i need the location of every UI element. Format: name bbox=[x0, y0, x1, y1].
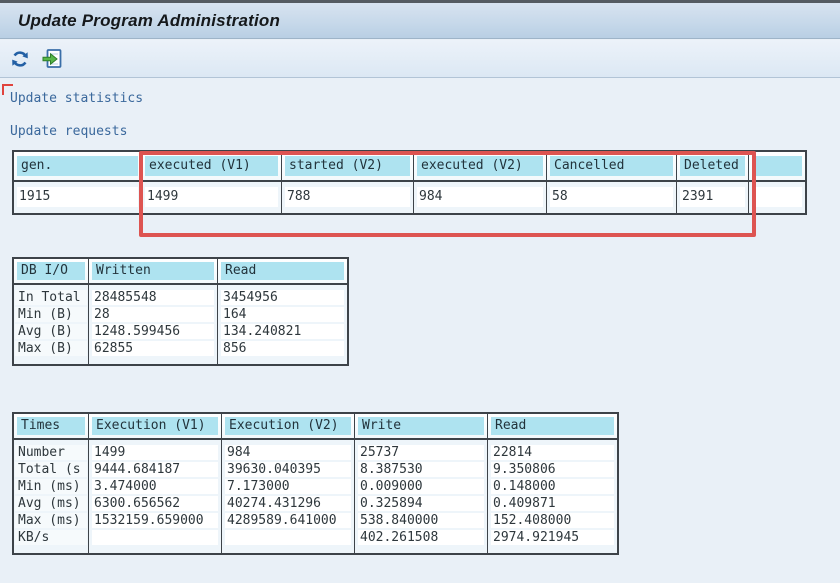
table-body: Number Total (s Min (ms) Avg (ms) Max (m… bbox=[14, 440, 617, 553]
cell-value[interactable] bbox=[225, 530, 351, 545]
cell-value[interactable]: 402.261508 bbox=[358, 530, 484, 545]
cell-value[interactable]: 22814 bbox=[491, 445, 614, 460]
row-label: Number bbox=[15, 445, 87, 460]
cursor-corner-mark bbox=[2, 84, 13, 95]
column-header-db-io[interactable]: DB I/O bbox=[14, 259, 89, 283]
cell-value[interactable]: 856 bbox=[221, 341, 344, 356]
write-column: 25737 8.387530 0.009000 0.325894 538.840… bbox=[355, 440, 488, 553]
cell-value[interactable]: 8.387530 bbox=[358, 462, 484, 477]
row-label: Max (B) bbox=[15, 341, 87, 356]
cell-value[interactable]: 28 bbox=[92, 307, 214, 322]
row-label: Total (s bbox=[15, 462, 87, 477]
export-button[interactable] bbox=[39, 46, 65, 72]
cell-value[interactable]: 538.840000 bbox=[358, 513, 484, 528]
cell-value[interactable]: 62855 bbox=[92, 341, 214, 356]
cell-value[interactable]: 3.474000 bbox=[92, 479, 218, 494]
cell-started-v2[interactable]: 788 bbox=[282, 182, 414, 213]
cell-value[interactable]: 2974.921945 bbox=[491, 530, 614, 545]
cell-value[interactable]: 4289589.641000 bbox=[225, 513, 351, 528]
cell-value[interactable]: 134.240821 bbox=[221, 324, 344, 339]
column-header-read[interactable]: Read bbox=[488, 414, 617, 438]
row-label: Min (ms) bbox=[15, 479, 87, 494]
column-header-execution-v1[interactable]: Execution (V1) bbox=[89, 414, 222, 438]
cell-value[interactable]: 9444.684187 bbox=[92, 462, 218, 477]
cell-deleted[interactable]: 2391 bbox=[677, 182, 749, 213]
execution-v2-column: 984 39630.040395 7.173000 40274.431296 4… bbox=[222, 440, 355, 553]
cell-value[interactable]: 164 bbox=[221, 307, 344, 322]
read-column: 3454956 164 134.240821 856 bbox=[218, 285, 347, 364]
cell-value[interactable]: 0.009000 bbox=[358, 479, 484, 494]
row-label: Avg (B) bbox=[15, 324, 87, 339]
cell-value[interactable]: 39630.040395 bbox=[225, 462, 351, 477]
column-header-write[interactable]: Write bbox=[355, 414, 488, 438]
column-header-deleted[interactable]: Deleted bbox=[677, 152, 749, 180]
title-bar: Update Program Administration bbox=[0, 0, 840, 39]
column-header-read[interactable]: Read bbox=[218, 259, 347, 283]
column-header-executed-v2[interactable]: executed (V2) bbox=[414, 152, 547, 180]
cell-value[interactable]: 25737 bbox=[358, 445, 484, 460]
cell-value[interactable]: 3454956 bbox=[221, 290, 344, 305]
row-label: Min (B) bbox=[15, 307, 87, 322]
cell-value[interactable]: 1499 bbox=[92, 445, 218, 460]
cell-value[interactable]: 28485548 bbox=[92, 290, 214, 305]
cell-value[interactable]: 40274.431296 bbox=[225, 496, 351, 511]
row-labels-column: Number Total (s Min (ms) Avg (ms) Max (m… bbox=[14, 440, 89, 553]
cell-value[interactable]: 1248.599456 bbox=[92, 324, 214, 339]
cell-filler bbox=[749, 182, 805, 213]
row-label: Max (ms) bbox=[15, 513, 87, 528]
cell-value[interactable]: 0.148000 bbox=[491, 479, 614, 494]
row-label: KB/s bbox=[15, 530, 87, 545]
cell-value[interactable]: 6300.656562 bbox=[92, 496, 218, 511]
cell-value[interactable]: 0.325894 bbox=[358, 496, 484, 511]
column-header-times[interactable]: Times bbox=[14, 414, 89, 438]
table-body: In Total Min (B) Avg (B) Max (B) 2848554… bbox=[14, 285, 347, 364]
export-icon bbox=[42, 48, 62, 68]
cell-value[interactable] bbox=[92, 530, 218, 545]
update-statistics-label: Update statistics bbox=[10, 91, 144, 106]
times-table: Times Execution (V1) Execution (V2) Writ… bbox=[12, 412, 619, 555]
cell-value[interactable]: 1532159.659000 bbox=[92, 513, 218, 528]
table-row: 1915 1499 788 984 58 2391 bbox=[14, 182, 805, 213]
column-header-executed-v1[interactable]: executed (V1) bbox=[142, 152, 282, 180]
column-header-cancelled[interactable]: Cancelled bbox=[547, 152, 677, 180]
cell-gen[interactable]: 1915 bbox=[14, 182, 142, 213]
cell-executed-v2[interactable]: 984 bbox=[414, 182, 547, 213]
cell-value[interactable]: 0.409871 bbox=[491, 496, 614, 511]
cell-executed-v1[interactable]: 1499 bbox=[142, 182, 282, 213]
column-header-written[interactable]: Written bbox=[89, 259, 218, 283]
column-header-started-v2[interactable]: started (V2) bbox=[282, 152, 414, 180]
execution-v1-column: 1499 9444.684187 3.474000 6300.656562 15… bbox=[89, 440, 222, 553]
row-label: In Total bbox=[15, 290, 87, 305]
db-io-table: DB I/O Written Read In Total Min (B) Avg… bbox=[12, 257, 349, 366]
refresh-icon bbox=[12, 50, 28, 67]
written-column: 28485548 28 1248.599456 62855 bbox=[89, 285, 218, 364]
column-header-execution-v2[interactable]: Execution (V2) bbox=[222, 414, 355, 438]
table-header-row: Times Execution (V1) Execution (V2) Writ… bbox=[14, 414, 617, 440]
update-requests-table: gen. executed (V1) started (V2) executed… bbox=[12, 150, 807, 215]
update-requests-label: Update requests bbox=[10, 124, 128, 139]
cell-value[interactable]: 7.173000 bbox=[225, 479, 351, 494]
cell-cancelled[interactable]: 58 bbox=[547, 182, 677, 213]
table-header-row: gen. executed (V1) started (V2) executed… bbox=[14, 152, 805, 182]
cell-value[interactable]: 152.408000 bbox=[491, 513, 614, 528]
cell-value[interactable]: 9.350806 bbox=[491, 462, 614, 477]
cell-value[interactable]: 984 bbox=[225, 445, 351, 460]
row-label: Avg (ms) bbox=[15, 496, 87, 511]
row-labels-column: In Total Min (B) Avg (B) Max (B) bbox=[14, 285, 89, 364]
table-header-row: DB I/O Written Read bbox=[14, 259, 347, 285]
page-title: Update Program Administration bbox=[18, 11, 281, 30]
application-toolbar bbox=[0, 40, 840, 78]
column-header-gen[interactable]: gen. bbox=[14, 152, 142, 180]
refresh-button[interactable] bbox=[7, 46, 33, 72]
read-column: 22814 9.350806 0.148000 0.409871 152.408… bbox=[488, 440, 617, 553]
column-header-filler bbox=[749, 152, 805, 180]
